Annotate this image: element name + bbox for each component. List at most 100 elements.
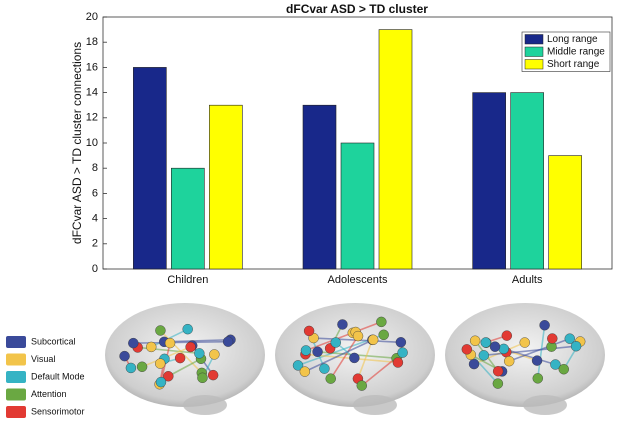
brain-node [501, 330, 513, 341]
brain-legend-swatch [6, 371, 26, 383]
brain-node [550, 359, 561, 370]
brain-node [367, 334, 379, 345]
brain-node [547, 333, 558, 344]
brain-node [325, 373, 336, 384]
brain-node [319, 363, 330, 374]
brain-edge [167, 358, 202, 377]
brain-node [397, 347, 408, 358]
brain-node [330, 337, 341, 348]
bar [510, 92, 544, 270]
brain-node [303, 325, 315, 337]
brain-node [119, 350, 130, 362]
brain-legend-swatch [6, 406, 26, 418]
brain-node [136, 361, 148, 372]
brain-edge [304, 339, 374, 373]
brain-panels [105, 303, 605, 415]
y-axis-label: dFCvar ASD > TD cluster connections [70, 42, 84, 244]
chart-title: dFCvar ASD > TD cluster [286, 2, 428, 16]
brain-node [392, 357, 404, 368]
brain-node [356, 380, 367, 391]
y-tick-label: 6 [92, 187, 98, 199]
y-tick-label: 16 [86, 61, 98, 73]
brain-node [299, 366, 311, 377]
brain-edge [164, 338, 231, 343]
brain-edge [305, 321, 382, 352]
brain-node [468, 358, 480, 370]
brain-node [300, 345, 312, 356]
brain-legend-swatch [6, 336, 26, 348]
bar [209, 104, 243, 270]
brain-node [492, 378, 504, 389]
brain-node [469, 335, 481, 346]
brain-edge [503, 348, 556, 366]
legend-label: Middle range [547, 46, 605, 57]
brain-node [504, 355, 515, 367]
brain-legend-label: Sensorimotor [31, 406, 85, 416]
brain-legend-swatch [6, 388, 26, 401]
brain-node [209, 349, 220, 360]
brain-node [197, 372, 208, 384]
brain-node [337, 319, 348, 330]
brain-node [163, 371, 174, 382]
y-tick-label: 4 [92, 213, 98, 225]
bar [472, 92, 506, 270]
brain-node [125, 362, 137, 374]
brain-node [174, 352, 186, 364]
brain-node [185, 341, 196, 353]
brain-edge [330, 335, 359, 380]
brain-stem [183, 395, 227, 415]
legend-swatch [524, 59, 544, 70]
brain-legend-label: Subcortical [31, 336, 76, 346]
x-tick-label: Adolescents [328, 274, 388, 286]
brain-legend-label: Attention [31, 389, 67, 399]
y-tick-label: 18 [86, 36, 98, 48]
brain-node [155, 358, 166, 369]
y-tick-label: 14 [86, 87, 98, 99]
brain-node [194, 348, 205, 359]
brain-node [531, 355, 543, 366]
brain-stem [353, 395, 397, 415]
legend-label: Short range [547, 59, 600, 70]
brain-node [564, 333, 575, 344]
brain-node [312, 346, 323, 357]
brain-node [489, 341, 501, 352]
brain-node [349, 352, 360, 364]
brain-edge [357, 339, 374, 379]
brain-node [155, 376, 167, 388]
bar [171, 167, 205, 270]
y-tick-label: 8 [92, 162, 98, 174]
legend-swatch [524, 46, 544, 57]
brain-node [155, 325, 166, 336]
bar [340, 142, 375, 270]
brain-node [478, 350, 490, 361]
brain-legend-label: Visual [31, 354, 55, 364]
brain-node [570, 341, 582, 352]
bar [378, 29, 413, 270]
brain-node [292, 360, 304, 371]
brain-legend-swatch [6, 353, 26, 366]
legend-label: Long range [547, 34, 598, 45]
brain-node [480, 337, 491, 348]
brain-node [182, 323, 193, 335]
brain-node [498, 343, 509, 355]
brain-node [164, 337, 176, 349]
brain-node [395, 337, 407, 348]
brain-node [532, 373, 543, 384]
y-tick-label: 0 [92, 263, 98, 275]
brain-node [461, 344, 473, 355]
y-tick-label: 20 [86, 11, 98, 23]
x-tick-label: Children [167, 274, 208, 286]
legend-swatch [524, 34, 544, 45]
brain-edge [536, 325, 546, 379]
brain-node [378, 329, 389, 340]
brain-node [222, 336, 234, 347]
brain-stem [523, 395, 567, 415]
x-tick-label: Adults [512, 274, 543, 286]
y-tick-label: 12 [86, 112, 98, 124]
bar [133, 67, 167, 270]
brain-node [539, 320, 550, 331]
brain-node [558, 364, 569, 375]
y-tick-label: 10 [86, 137, 98, 149]
brain-legend-label: Default Mode [31, 371, 85, 381]
